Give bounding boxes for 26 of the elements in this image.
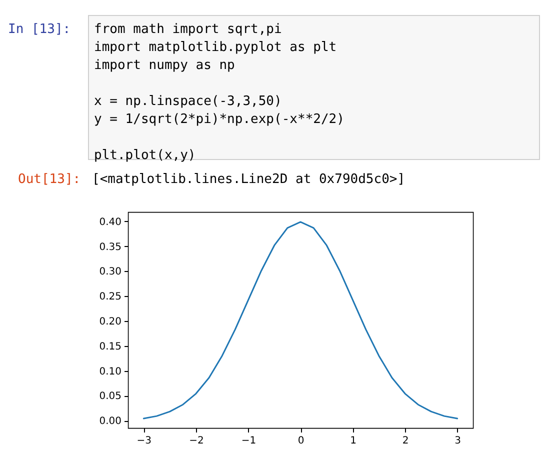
y-tick-label: 0.10: [99, 366, 122, 378]
y-tick-label: 0.25: [99, 292, 122, 303]
y-tick-label: 0.20: [99, 316, 122, 328]
y-tick-label: 0.00: [99, 416, 122, 428]
y-tick-label: 0.30: [99, 266, 122, 278]
x-tick-label: 1: [350, 436, 356, 446]
y-tick-label: 0.40: [99, 216, 122, 228]
text: x = np.linspace(-3,3,50): [94, 94, 282, 109]
text: In [13]:: [8, 22, 71, 37]
text: from math import sqrt,pi: [94, 22, 282, 37]
text: import matplotlib.pyplot as plt: [94, 40, 337, 55]
y-tick-label: 0.05: [99, 391, 122, 402]
text: Out[13]:: [18, 172, 81, 187]
x-tick-label: −2: [189, 436, 204, 446]
line-series: [142, 221, 458, 420]
text: plt.plot(x,y): [94, 148, 196, 163]
text: [<matplotlib.lines.Line2D at 0x790d5c0>]: [92, 172, 406, 187]
y-tick-label: 0.35: [99, 242, 122, 253]
y-tick-label: 0.15: [99, 341, 122, 352]
x-tick-label: −1: [241, 436, 256, 446]
text: y = 1/sqrt(2*pi)*np.exp(-x**2/2): [94, 112, 344, 127]
x-tick-label: 3: [454, 436, 462, 446]
text: import numpy as np: [94, 58, 235, 73]
x-tick-label: −3: [136, 436, 152, 446]
x-tick-label: 0: [298, 436, 304, 446]
x-tick-label: 2: [402, 436, 409, 446]
